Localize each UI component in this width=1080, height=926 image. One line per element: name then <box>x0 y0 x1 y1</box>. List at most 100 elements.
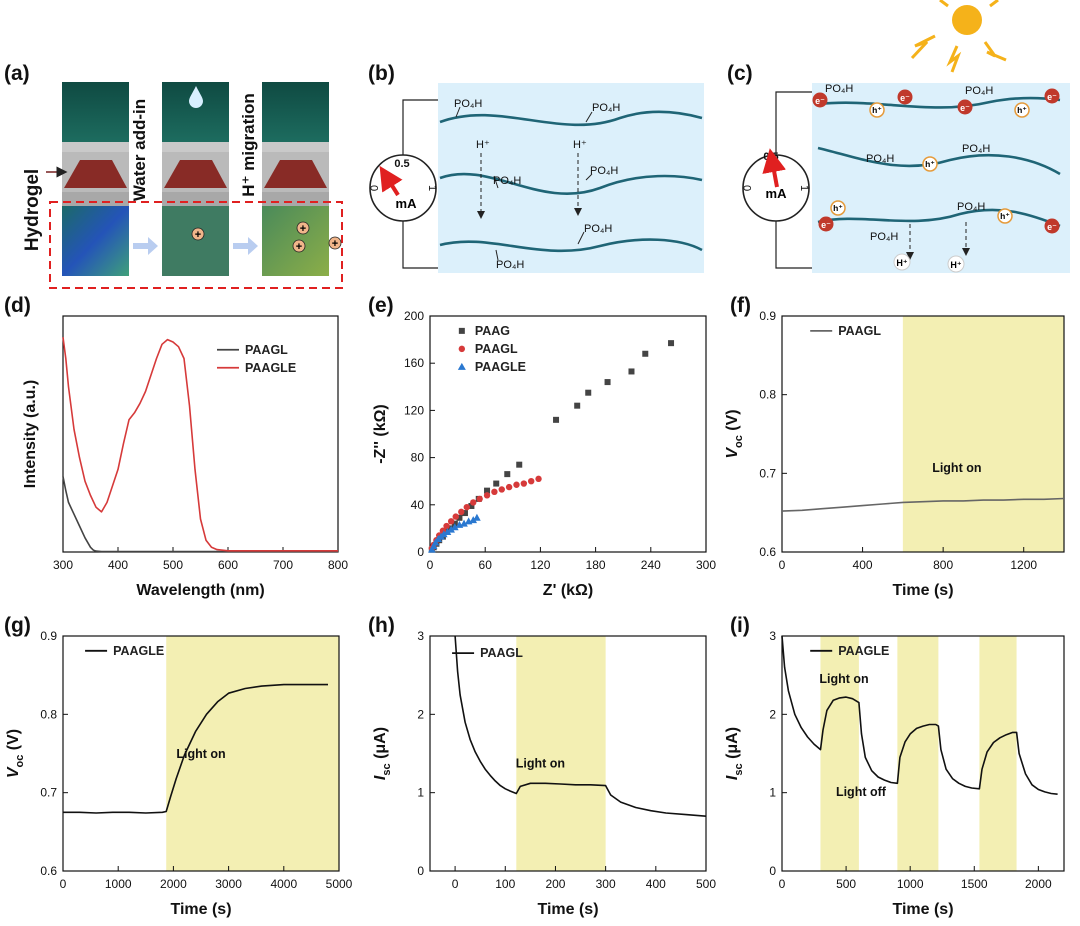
x-tick-label: 1000 <box>105 877 132 891</box>
x-tick-label: 400 <box>853 558 873 572</box>
y-axis-title: Intensity (a.u.) <box>22 380 39 488</box>
svg-text:h⁺: h⁺ <box>1000 211 1010 221</box>
x-tick-label: 300 <box>53 558 73 572</box>
x-tick-label: 0 <box>779 558 786 572</box>
y-axis-title: Voc (V) <box>5 729 26 778</box>
charge-icon: + <box>328 236 342 250</box>
x-tick-label: 500 <box>696 877 716 891</box>
panel-label-b: (b) <box>368 62 395 85</box>
chart-f: (f) 0 400 800 1200 0.6 0.7 0.8 0.9 Time (s) Voc (V… <box>724 294 1065 599</box>
legend-marker <box>457 362 466 370</box>
data-point <box>491 488 498 496</box>
data-point <box>447 525 455 533</box>
y-axis-title: Isc (μA) <box>372 727 393 780</box>
svg-text:h⁺: h⁺ <box>833 203 843 213</box>
data-point <box>443 522 450 530</box>
data-point <box>452 513 459 520</box>
plot-frame <box>429 635 707 872</box>
chart-h: (h) 0 100 200 300 400 500 0 1 2 3 Time (s) Isc (μA) P… <box>368 614 716 918</box>
legend-label: PAAGL <box>475 342 518 356</box>
charge-markers: + + + + <box>191 221 342 253</box>
y-tick-label: 1 <box>417 786 424 800</box>
y-tick-label: 40 <box>411 498 425 512</box>
hydrogel-label: Hydrogel <box>22 169 43 251</box>
group-label: PO₄H <box>962 143 990 155</box>
hole-icon: h⁺ <box>922 156 938 172</box>
legend-label: PAAGLE <box>113 644 164 658</box>
y-tick-label: 3 <box>417 629 424 643</box>
light-on-region <box>516 636 606 871</box>
group-label: PO₄H <box>825 83 853 95</box>
annotation-label: Light on <box>932 461 981 475</box>
annotation-label: Light on <box>819 672 868 686</box>
svg-text:H⁺: H⁺ <box>896 258 907 268</box>
chart-d: (d) 300 400 500 600 700 800 Wavelength (nm) Inte… <box>4 294 348 599</box>
data-point <box>476 495 483 503</box>
group-label: PO₄H <box>590 165 618 177</box>
series-line <box>62 476 338 553</box>
group-label: PO₄H <box>870 231 898 243</box>
plot-frame <box>62 635 340 872</box>
data-point <box>484 487 491 494</box>
h-migration-label: H⁺ migration <box>239 93 258 196</box>
x-tick-label: 5000 <box>326 877 353 891</box>
x-tick-label: 300 <box>596 877 616 891</box>
sun-icon <box>910 0 1007 73</box>
data-point <box>498 486 505 493</box>
x-tick-label: 0 <box>60 877 67 891</box>
y-tick-label: 2 <box>417 707 424 721</box>
data-point <box>528 478 535 485</box>
svg-text:e⁻: e⁻ <box>1047 92 1057 102</box>
svg-text:e⁻: e⁻ <box>900 93 910 103</box>
x-tick-label: 2000 <box>160 877 187 891</box>
svg-text:+: + <box>195 229 201 241</box>
svg-text:mA: mA <box>766 186 788 201</box>
ammeter-icon: 0.5 0 1 mA <box>369 154 438 222</box>
panel-label-a: (a) <box>4 62 30 85</box>
x-tick-label: 600 <box>218 558 238 572</box>
svg-text:h⁺: h⁺ <box>925 159 935 169</box>
electron-icon: e⁻ <box>818 216 834 232</box>
x-tick-label: 400 <box>108 558 128 572</box>
series-line <box>781 497 1065 512</box>
annotation-label: Light on <box>516 757 565 771</box>
svg-text:+: + <box>332 238 338 250</box>
y-tick-label: 1 <box>769 786 776 800</box>
light-on-region <box>166 636 339 871</box>
step-arrow-icon <box>133 237 158 255</box>
series-line <box>62 337 338 552</box>
data-point <box>642 350 649 357</box>
svg-text:mA: mA <box>396 196 418 211</box>
electron-icon: e⁻ <box>1044 88 1060 104</box>
group-label: PO₄H <box>496 259 524 271</box>
data-point <box>585 389 592 396</box>
svg-text:1: 1 <box>426 185 438 191</box>
svg-text:+: + <box>296 241 302 253</box>
group-label: PO₄H <box>866 153 894 165</box>
panel-label-g: (g) <box>4 614 31 637</box>
x-tick-label: 120 <box>530 558 550 572</box>
tube-1 <box>62 82 129 276</box>
x-tick-label: 4000 <box>270 877 297 891</box>
x-axis-title: Time (s) <box>537 901 598 918</box>
data-point <box>447 518 455 525</box>
electron-icon: e⁻ <box>957 99 973 115</box>
x-tick-label: 0 <box>779 877 786 891</box>
series-line <box>63 683 328 814</box>
legend-label: PAAGLE <box>475 360 526 374</box>
y-axis-title: Isc (μA) <box>724 727 745 780</box>
data-point <box>458 508 465 516</box>
data-point <box>493 480 500 487</box>
data-point <box>463 503 470 511</box>
y-tick-label: 0.8 <box>759 388 776 402</box>
legend-label: PAAGL <box>245 343 288 357</box>
data-point <box>461 510 468 517</box>
hole-icon: h⁺ <box>830 200 846 216</box>
legend-label: PAAGLE <box>245 361 296 375</box>
step-arrow-icon <box>233 237 258 255</box>
panel-label-h: (h) <box>368 614 395 637</box>
svg-text:e⁻: e⁻ <box>815 96 825 106</box>
data-point <box>443 527 452 535</box>
proton-icon: H⁺ <box>947 255 965 273</box>
svg-text:e⁻: e⁻ <box>960 103 970 113</box>
